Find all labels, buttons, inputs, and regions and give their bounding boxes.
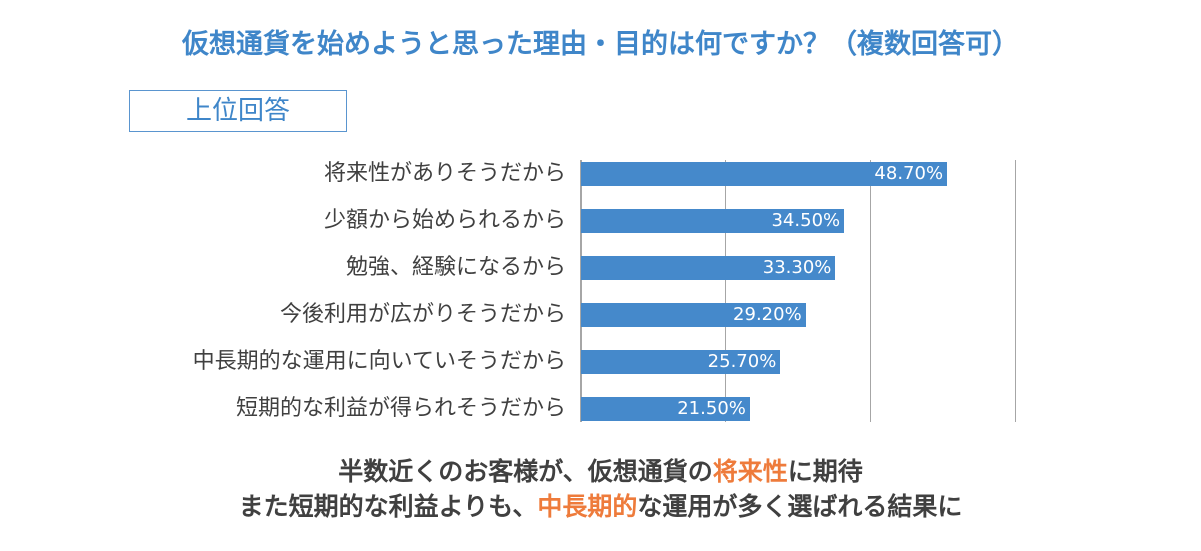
summary-text: また短期的な利益よりも、 xyxy=(238,492,538,521)
gridline-60 xyxy=(1015,160,1016,422)
bar-value-label: 33.30% xyxy=(762,257,832,278)
summary-text: 半数近くのお客様が、仮想通貨の xyxy=(338,457,713,486)
category-label: 将来性がありそうだから xyxy=(323,161,566,186)
bar-value-label: 29.20% xyxy=(733,304,802,325)
bar: 33.30% xyxy=(581,256,836,280)
category-label: 短期的な利益が得られそうだから xyxy=(235,396,566,421)
bar: 34.50% xyxy=(581,209,845,233)
summary-highlight: 将来性 xyxy=(712,457,788,486)
bar-value-label: 21.50% xyxy=(677,398,746,419)
gridline-40 xyxy=(870,160,871,422)
bar-chart: 将来性がありそうだから 少額から始められるから 勉強、経験になるから 今後利用が… xyxy=(192,160,1016,422)
chart-title: 仮想通貨を始めようと思った理由・目的は何ですか？（複数回答可） xyxy=(182,29,1019,60)
gridline-20 xyxy=(725,160,726,422)
bar: 29.20% xyxy=(581,303,806,327)
bar-value-label: 48.70% xyxy=(874,163,944,184)
category-label: 勉強、経験になるから xyxy=(345,255,566,280)
y-axis-line xyxy=(580,160,582,422)
bar-value-label: 25.70% xyxy=(707,351,777,372)
category-label: 少額から始められるから xyxy=(323,208,566,233)
summary-text: な運用が多く選ばれる結果に xyxy=(637,492,963,521)
bar: 21.50% xyxy=(581,397,750,421)
summary-line-1: 半数近くのお客様が、仮想通貨の将来性に期待 xyxy=(0,452,1201,488)
summary-line-2: また短期的な利益よりも、中長期的な運用が多く選ばれる結果に xyxy=(0,487,1201,523)
top-answers-tag: 上位回答 xyxy=(129,90,347,132)
summary-text: に期待 xyxy=(787,457,863,486)
category-label: 中長期的な運用に向いていそうだから xyxy=(192,349,566,374)
bar-value-label: 34.50% xyxy=(771,210,841,231)
category-label: 今後利用が広がりそうだから xyxy=(279,302,566,327)
bar: 48.70% xyxy=(581,162,948,186)
summary-highlight: 中長期的 xyxy=(537,492,638,521)
bar: 25.70% xyxy=(581,350,781,374)
